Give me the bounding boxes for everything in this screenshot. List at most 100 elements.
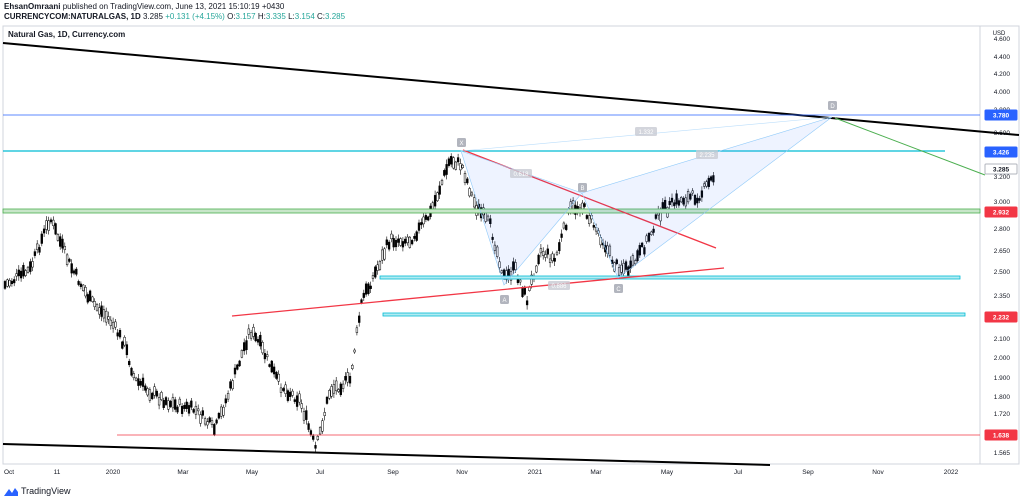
- candle: [583, 201, 586, 209]
- published-text: published on TradingView.com, June 13, 2…: [62, 2, 285, 11]
- time-tick-label: Oct: [4, 469, 14, 476]
- candle: [473, 194, 476, 211]
- open-value: 3.157: [235, 12, 256, 21]
- price-tag[interactable]: 3.426: [984, 146, 1018, 158]
- brand-name[interactable]: TradingView: [21, 486, 71, 496]
- low-label: L:: [288, 12, 295, 21]
- candle: [155, 388, 158, 399]
- candle: [291, 388, 294, 398]
- channel-top-line[interactable]: [2, 42, 1020, 136]
- candle: [17, 265, 20, 281]
- candle: [436, 191, 439, 203]
- candle: [328, 388, 331, 401]
- candle: [355, 325, 359, 336]
- candle: [275, 370, 278, 380]
- candle: [585, 213, 589, 220]
- candle: [680, 196, 683, 204]
- footer: TradingView: [4, 486, 71, 496]
- svg-text:0.886: 0.886: [551, 284, 567, 290]
- candle: [459, 158, 462, 175]
- candle: [385, 236, 388, 249]
- candle: [323, 407, 326, 421]
- ratio-label: 0.618: [510, 169, 532, 178]
- price-tick-label: 4.400: [994, 54, 1011, 61]
- candle: [443, 168, 446, 178]
- rising-trend-line[interactable]: [231, 267, 725, 317]
- candle: [337, 388, 340, 393]
- support-zone-2480[interactable]: [379, 275, 961, 280]
- candle: [390, 230, 393, 243]
- pattern-point-label[interactable]: C: [614, 284, 623, 293]
- price-tick-label: 3.600: [994, 130, 1011, 137]
- pattern-point-label[interactable]: X: [457, 138, 466, 147]
- price-tag[interactable]: 3.780: [984, 109, 1018, 121]
- candle: [254, 331, 257, 343]
- candle: [424, 212, 428, 223]
- candle: [160, 390, 163, 402]
- candle: [367, 281, 370, 296]
- price-tag-label: 1.638: [993, 433, 1010, 440]
- candle: [643, 245, 646, 257]
- candle: [493, 241, 497, 255]
- candle: [318, 426, 322, 436]
- time-tick-label: 2022: [944, 469, 959, 476]
- candle: [369, 281, 372, 294]
- candle: [654, 213, 658, 221]
- candle: [707, 175, 710, 190]
- candle: [201, 407, 204, 419]
- candle: [339, 381, 342, 397]
- candle: [130, 366, 133, 377]
- price-tag[interactable]: 2.232: [984, 311, 1018, 323]
- candle: [537, 253, 540, 266]
- candle: [272, 363, 276, 378]
- support-zone-2232[interactable]: [382, 312, 966, 317]
- pattern-point-label[interactable]: B: [578, 183, 587, 192]
- pattern-point-label[interactable]: D: [828, 101, 837, 110]
- candle: [180, 402, 184, 417]
- candle: [309, 428, 313, 437]
- candle: [675, 189, 678, 208]
- candle: [438, 181, 441, 200]
- price-tag[interactable]: 3.285: [984, 163, 1018, 175]
- candle: [535, 264, 538, 274]
- ratio-label: 0.886: [548, 281, 570, 290]
- pattern-bcd-triangle[interactable]: [581, 116, 833, 279]
- price-tick-label: 2.800: [994, 226, 1011, 233]
- candle: [300, 399, 303, 413]
- price-tick-label: 2.350: [994, 293, 1011, 300]
- candle: [608, 243, 612, 258]
- price-tick-label: 3.000: [994, 199, 1011, 206]
- candle: [307, 421, 310, 433]
- candle: [332, 379, 336, 398]
- price-tag[interactable]: 1.638: [984, 429, 1018, 441]
- candle: [652, 225, 655, 236]
- price-tag[interactable]: 2.932: [984, 206, 1018, 218]
- time-tick-label: Nov: [456, 469, 468, 476]
- author-name[interactable]: EhsanOmraani: [4, 2, 61, 11]
- candle: [417, 219, 421, 234]
- resistance-zone-2932[interactable]: [2, 208, 981, 214]
- projection-green-line[interactable]: [834, 117, 986, 176]
- candle: [185, 398, 188, 412]
- candle: [558, 239, 561, 255]
- candle: [344, 372, 347, 385]
- candle: [91, 295, 94, 303]
- price-tag-label: 3.285: [993, 167, 1010, 174]
- candle: [240, 349, 244, 359]
- channel-bottom-line[interactable]: [2, 443, 771, 466]
- candle: [176, 404, 179, 415]
- candle: [259, 331, 262, 350]
- time-tick-label: Nov: [872, 469, 884, 476]
- candle: [8, 278, 11, 289]
- candle: [61, 234, 64, 253]
- pattern-point-label[interactable]: A: [500, 295, 509, 304]
- candle: [29, 258, 32, 275]
- candle: [47, 216, 50, 235]
- candle: [208, 416, 211, 424]
- price-tick-label: 1.720: [994, 411, 1011, 418]
- time-tick-label: Jul: [734, 469, 743, 476]
- candle: [266, 350, 269, 361]
- candle: [146, 386, 149, 397]
- candle: [249, 329, 253, 341]
